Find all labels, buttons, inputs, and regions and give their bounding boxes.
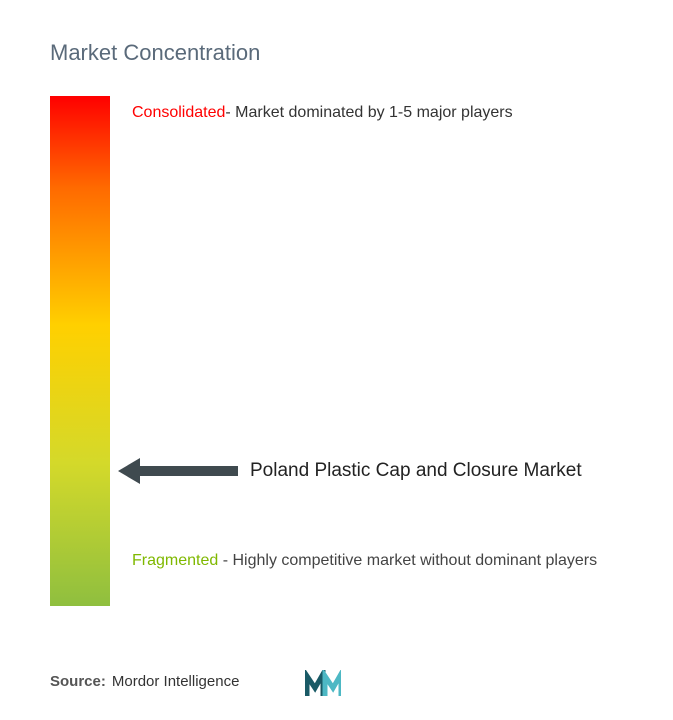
consolidated-label: Consolidated- Market dominated by 1-5 ma…: [132, 101, 513, 125]
chart-title: Market Concentration: [50, 40, 623, 66]
source-value: Mordor Intelligence: [112, 673, 240, 690]
mordor-logo-icon: [305, 670, 341, 700]
market-name-label: Poland Plastic Cap and Closure Market: [250, 460, 582, 482]
fragmented-description: - Highly competitive market without domi…: [218, 552, 597, 569]
arrow-left-icon: [118, 456, 238, 486]
fragmented-keyword: Fragmented: [132, 552, 218, 569]
concentration-gradient-bar: [50, 96, 110, 606]
consolidated-description: - Market dominated by 1-5 major players: [225, 104, 512, 121]
chart-area: Consolidated- Market dominated by 1-5 ma…: [50, 96, 623, 626]
market-position-marker: Poland Plastic Cap and Closure Market: [118, 456, 582, 486]
fragmented-label: Fragmented - Highly competitive market w…: [132, 548, 597, 574]
consolidated-keyword: Consolidated: [132, 104, 225, 121]
source-attribution: Source: Mordor Intelligence: [50, 673, 239, 690]
source-label: Source:: [50, 673, 106, 690]
